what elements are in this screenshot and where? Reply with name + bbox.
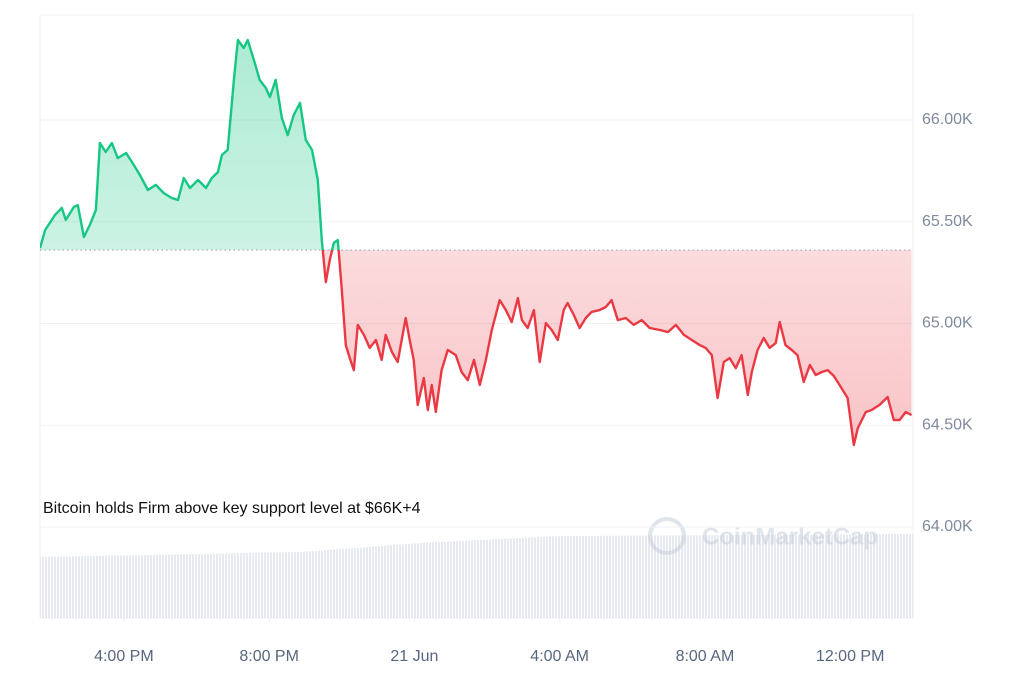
watermark: CoinMarketCap (648, 517, 878, 555)
area-above (40, 40, 912, 251)
y-tick-label: 65.00K (922, 315, 973, 332)
x-tick-label: 4:00 AM (530, 648, 589, 665)
y-tick-label: 65.50K (922, 213, 973, 230)
y-tick-label: 64.00K (922, 518, 973, 535)
x-tick-label: 21 Jun (390, 648, 438, 665)
watermark-text: CoinMarketCap (702, 523, 878, 550)
watermark-logo (648, 517, 686, 555)
price-line-up (40, 38, 340, 251)
area-below (322, 250, 912, 445)
y-tick-label: 64.50K (922, 416, 973, 433)
price-line-down (321, 250, 913, 447)
x-tick-label: 12:00 PM (816, 648, 884, 665)
x-tick-label: 8:00 AM (676, 648, 735, 665)
volume-bars (40, 534, 913, 618)
y-tick-label: 66.00K (922, 111, 973, 128)
x-tick-label: 8:00 PM (239, 648, 299, 665)
annotation: Bitcoin holds Firm above key support lev… (43, 500, 421, 517)
x-tick-label: 4:00 PM (94, 648, 154, 665)
